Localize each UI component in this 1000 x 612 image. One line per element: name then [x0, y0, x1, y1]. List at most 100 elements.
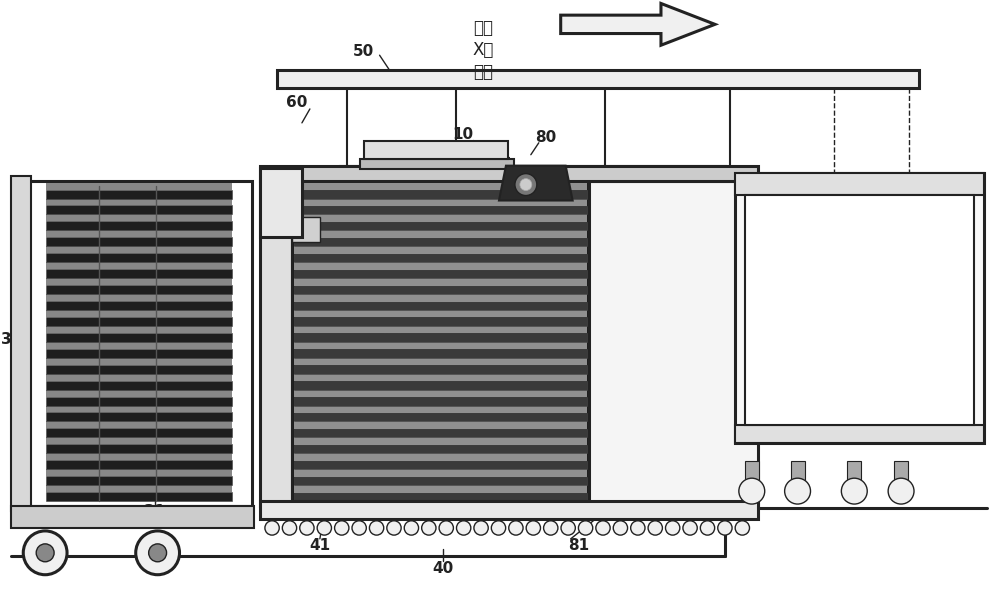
Bar	[294, 413, 587, 422]
Text: 42: 42	[381, 329, 402, 345]
Polygon shape	[561, 4, 715, 45]
Text: 11: 11	[490, 147, 511, 162]
Text: 20: 20	[127, 193, 148, 208]
Bar	[46, 390, 232, 397]
Bar	[46, 476, 232, 485]
Bar	[260, 501, 758, 519]
Bar	[294, 270, 587, 278]
Bar	[294, 365, 587, 374]
Bar	[294, 310, 587, 318]
Polygon shape	[499, 166, 573, 201]
Bar	[791, 461, 805, 481]
Bar	[294, 342, 587, 349]
Bar	[294, 429, 587, 438]
Circle shape	[718, 521, 732, 535]
Bar	[294, 493, 587, 501]
Bar	[46, 278, 232, 285]
Text: 91: 91	[831, 316, 852, 332]
Circle shape	[300, 521, 314, 535]
Text: 移动: 移动	[473, 63, 493, 81]
Bar	[46, 469, 232, 476]
Bar	[294, 198, 587, 206]
Bar	[46, 333, 232, 342]
Bar	[294, 254, 587, 262]
Circle shape	[596, 521, 610, 535]
Circle shape	[36, 544, 54, 562]
Bar	[46, 253, 232, 262]
Bar	[46, 485, 232, 492]
Bar	[46, 406, 232, 412]
Bar	[735, 425, 984, 443]
Bar	[46, 190, 232, 198]
Circle shape	[631, 521, 645, 535]
Text: 80: 80	[535, 130, 556, 145]
Circle shape	[335, 521, 349, 535]
Bar	[46, 428, 232, 438]
Bar	[847, 461, 861, 481]
Circle shape	[785, 478, 811, 504]
Text: 31: 31	[144, 504, 165, 518]
Bar	[294, 445, 587, 453]
Circle shape	[369, 521, 384, 535]
Circle shape	[683, 521, 697, 535]
Circle shape	[526, 521, 540, 535]
Circle shape	[841, 478, 867, 504]
Circle shape	[665, 521, 680, 535]
Bar	[745, 461, 759, 481]
Text: 面板: 面板	[473, 20, 493, 37]
Bar	[294, 453, 587, 461]
Bar	[294, 381, 587, 390]
Circle shape	[509, 521, 523, 535]
Circle shape	[265, 521, 279, 535]
Bar	[260, 181, 292, 506]
Bar	[294, 349, 587, 358]
Circle shape	[888, 478, 914, 504]
Circle shape	[700, 521, 715, 535]
Bar	[11, 176, 31, 511]
Circle shape	[561, 521, 575, 535]
Bar	[294, 206, 587, 214]
Bar	[277, 70, 919, 88]
Bar	[735, 173, 984, 443]
Bar	[29, 181, 252, 506]
Text: 41: 41	[309, 539, 330, 553]
Bar	[340, 166, 726, 177]
Bar	[294, 326, 587, 334]
Text: 40: 40	[433, 561, 454, 577]
Bar	[46, 381, 232, 390]
Bar	[294, 302, 587, 310]
Circle shape	[739, 478, 765, 504]
Bar	[46, 294, 232, 301]
Bar	[294, 477, 587, 485]
Circle shape	[491, 521, 506, 535]
Text: X轴: X轴	[472, 41, 494, 59]
Bar	[46, 285, 232, 294]
Bar	[46, 222, 232, 230]
Bar	[294, 485, 587, 493]
Bar	[46, 182, 232, 190]
Bar	[46, 438, 232, 444]
Circle shape	[439, 521, 453, 535]
Bar	[46, 397, 232, 406]
Circle shape	[735, 521, 749, 535]
Bar	[46, 317, 232, 326]
Bar	[46, 246, 232, 253]
Circle shape	[520, 179, 532, 190]
Bar	[294, 406, 587, 413]
Bar	[294, 238, 587, 246]
Bar	[294, 278, 587, 286]
Bar	[294, 262, 587, 270]
Text: 60: 60	[286, 95, 308, 111]
Bar	[294, 334, 587, 342]
Circle shape	[149, 544, 167, 562]
Circle shape	[422, 521, 436, 535]
Bar	[292, 217, 320, 242]
Bar	[46, 412, 232, 422]
Bar	[294, 358, 587, 365]
Bar	[46, 326, 232, 333]
Bar	[46, 230, 232, 237]
Bar	[294, 469, 587, 477]
Bar	[795, 188, 934, 198]
Bar	[46, 349, 232, 358]
Text: 10: 10	[453, 127, 474, 143]
